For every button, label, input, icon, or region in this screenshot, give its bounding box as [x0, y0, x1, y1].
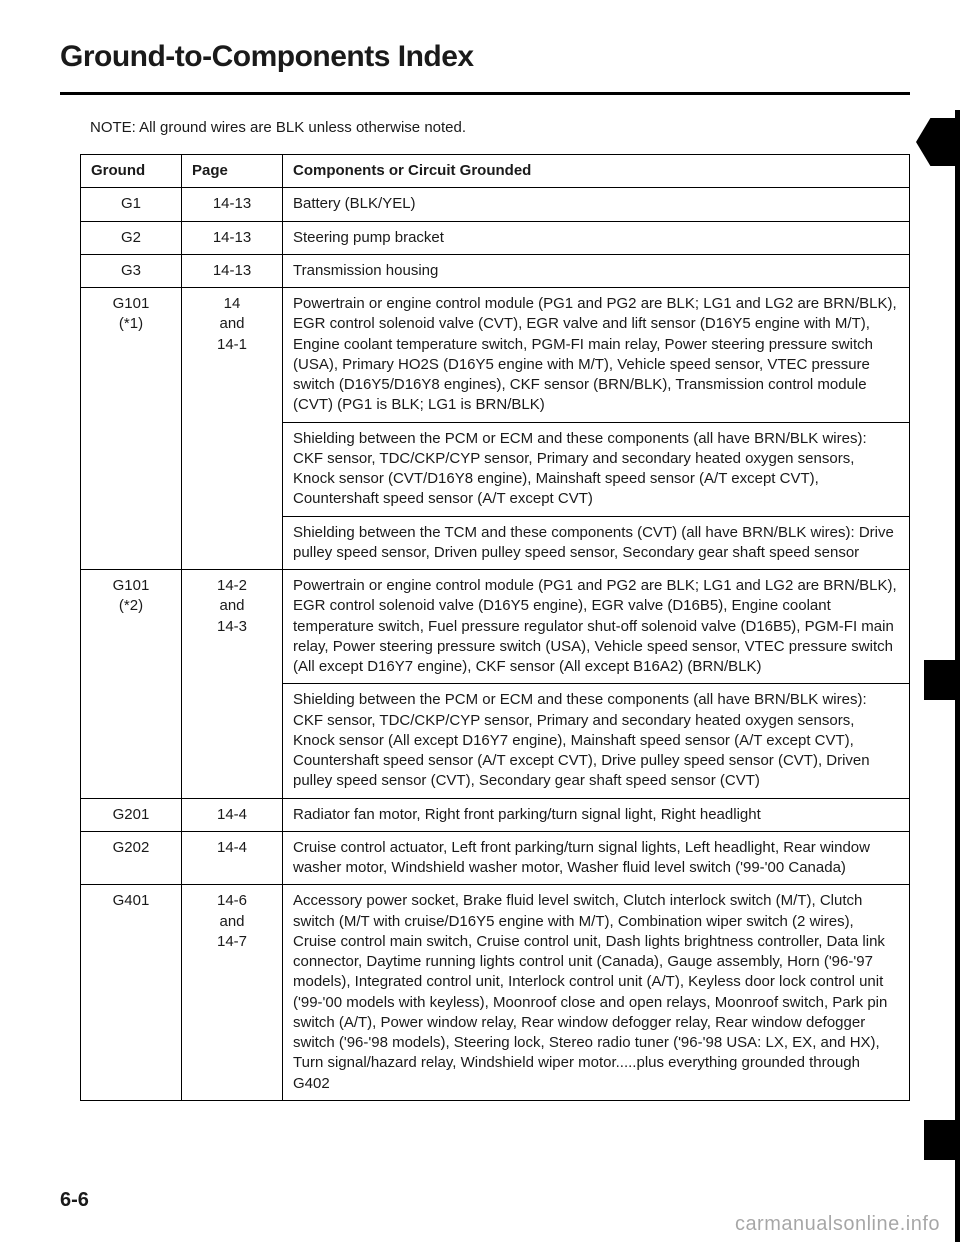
component-block: Shielding between the TCM and these comp…	[283, 516, 909, 570]
cell-page: 14-6 and 14-7	[182, 885, 283, 1101]
component-block: Steering pump bracket	[283, 222, 909, 254]
component-block: Radiator fan motor, Right front parking/…	[283, 799, 909, 831]
table-row: G20114-4Radiator fan motor, Right front …	[81, 798, 910, 831]
title-rule	[60, 92, 910, 95]
table-row: G101 (*2)14-2 and 14-3Powertrain or engi…	[81, 570, 910, 799]
component-block: Accessory power socket, Brake fluid leve…	[283, 885, 909, 1100]
header-components: Components or Circuit Grounded	[283, 155, 910, 188]
watermark: carmanualsonline.info	[735, 1213, 940, 1236]
cell-components: Transmission housing	[283, 254, 910, 287]
cell-page: 14-13	[182, 188, 283, 221]
component-block: Cruise control actuator, Left front park…	[283, 832, 909, 885]
component-block: Powertrain or engine control module (PG1…	[283, 570, 909, 683]
table-row: G114-13Battery (BLK/YEL)	[81, 188, 910, 221]
table-row: G314-13Transmission housing	[81, 254, 910, 287]
cell-page: 14-13	[182, 221, 283, 254]
cell-ground: G2	[81, 221, 182, 254]
component-block: Shielding between the PCM or ECM and the…	[283, 422, 909, 516]
cell-components: Accessory power socket, Brake fluid leve…	[283, 885, 910, 1101]
table-header-row: Ground Page Components or Circuit Ground…	[81, 155, 910, 188]
cell-page: 14-4	[182, 831, 283, 885]
cell-page: 14 and 14-1	[182, 288, 283, 570]
header-page: Page	[182, 155, 283, 188]
table-row: G20214-4Cruise control actuator, Left fr…	[81, 831, 910, 885]
page: Ground-to-Components Index NOTE: All gro…	[0, 0, 960, 1242]
cell-page: 14-13	[182, 254, 283, 287]
cell-components: Powertrain or engine control module (PG1…	[283, 570, 910, 799]
cell-ground: G202	[81, 831, 182, 885]
table-body: G114-13Battery (BLK/YEL)G214-13Steering …	[81, 188, 910, 1101]
cell-ground: G3	[81, 254, 182, 287]
cell-components: Cruise control actuator, Left front park…	[283, 831, 910, 885]
header-ground: Ground	[81, 155, 182, 188]
cell-ground: G1	[81, 188, 182, 221]
component-block: Battery (BLK/YEL)	[283, 188, 909, 220]
thumb-tab-icon	[924, 1120, 960, 1160]
table-row: G40114-6 and 14-7Accessory power socket,…	[81, 885, 910, 1101]
note-text: NOTE: All ground wires are BLK unless ot…	[90, 119, 910, 136]
ground-table: Ground Page Components or Circuit Ground…	[80, 154, 910, 1101]
thumb-tab-icon	[924, 660, 960, 700]
table-row: G101 (*1)14 and 14-1Powertrain or engine…	[81, 288, 910, 570]
cell-ground: G101 (*1)	[81, 288, 182, 570]
cell-page: 14-2 and 14-3	[182, 570, 283, 799]
component-block: Shielding between the PCM or ECM and the…	[283, 683, 909, 797]
page-number: 6-6	[60, 1189, 89, 1212]
cell-components: Battery (BLK/YEL)	[283, 188, 910, 221]
cell-ground: G401	[81, 885, 182, 1101]
cell-ground: G101 (*2)	[81, 570, 182, 799]
component-block: Powertrain or engine control module (PG1…	[283, 288, 909, 422]
component-block: Transmission housing	[283, 255, 909, 287]
cell-components: Powertrain or engine control module (PG1…	[283, 288, 910, 570]
cell-ground: G201	[81, 798, 182, 831]
cell-components: Steering pump bracket	[283, 221, 910, 254]
thumb-tab-icon	[916, 118, 960, 166]
table-row: G214-13Steering pump bracket	[81, 221, 910, 254]
cell-page: 14-4	[182, 798, 283, 831]
cell-components: Radiator fan motor, Right front parking/…	[283, 798, 910, 831]
page-title: Ground-to-Components Index	[60, 40, 910, 74]
